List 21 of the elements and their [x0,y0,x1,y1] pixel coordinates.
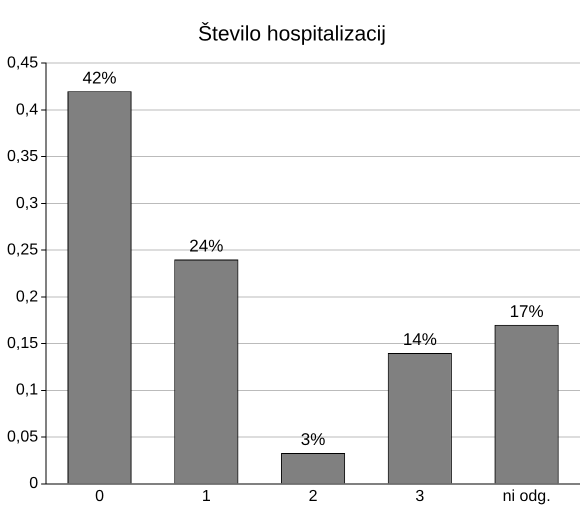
y-tick-label: 0,25 [7,242,38,259]
y-tick-label: 0,05 [7,428,38,446]
y-tick-label: 0,4 [16,101,38,118]
x-tick-label: 1 [202,488,211,505]
data-label: 17% [510,302,544,322]
x-tick-label: 3 [415,488,424,505]
data-label: 14% [402,330,437,350]
y-tick-label: 0 [29,475,38,492]
y-tick-label: 0,45 [7,54,38,72]
y-tick-label: 0,1 [16,382,38,399]
x-tick-label: ni odg. [502,488,551,505]
y-tick-label: 0,3 [16,194,38,212]
data-label: 24% [189,236,224,256]
y-tick-label: 0,15 [7,335,38,352]
x-tick-label: 2 [308,488,318,505]
data-label: 42% [82,68,117,88]
y-tick-label: 0,2 [16,288,38,306]
x-tick-label: 0 [95,488,104,505]
chart-title: Število hospitalizacij [198,21,386,46]
data-label: 3% [300,430,326,450]
y-tick-label: 0,35 [7,148,38,166]
